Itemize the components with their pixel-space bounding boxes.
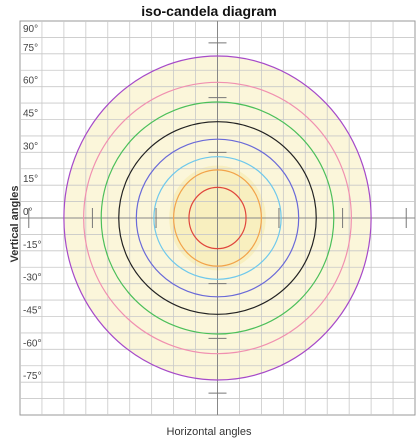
y-tick-label: 45° (23, 109, 38, 120)
y-tick-label: 75° (23, 43, 38, 54)
y-tick-label: 15° (23, 174, 38, 185)
y-tick-label: -60° (23, 338, 41, 349)
chart-title: iso-candela diagram (141, 3, 277, 19)
contour-line-0 (63, 55, 372, 381)
y-tick-label: -45° (23, 306, 41, 317)
y-tick-label: 60° (23, 76, 38, 87)
contour-line-1 (83, 81, 352, 355)
contour-line-2 (100, 101, 335, 335)
y-tick-label: 30° (23, 141, 38, 152)
y-tick-label: 0° (23, 207, 33, 218)
y-axis-label: Vertical angles (9, 185, 21, 263)
y-tick-label: -75° (23, 371, 41, 382)
y-tick-label: 90° (23, 24, 38, 35)
y-tick-label: -15° (23, 240, 41, 251)
contour-line-4 (135, 138, 300, 298)
contour-line-7 (188, 186, 247, 250)
contour-line-3 (118, 121, 317, 315)
x-axis-label: Horizontal angles (166, 426, 252, 438)
contour-line-5 (153, 156, 282, 280)
y-tick-label: -30° (23, 273, 41, 284)
contour-line-6 (173, 169, 262, 267)
